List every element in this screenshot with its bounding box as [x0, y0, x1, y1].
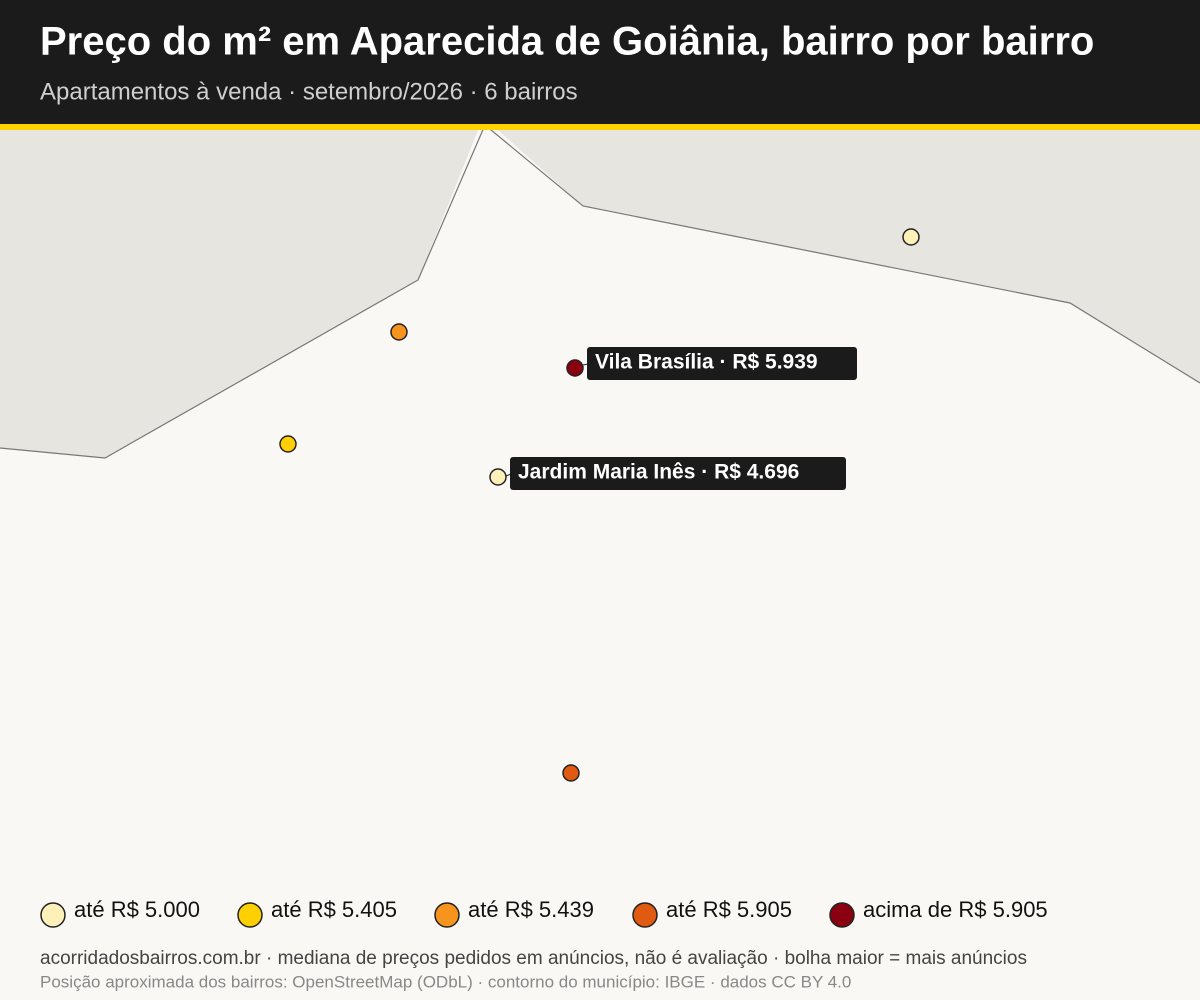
legend-swatch: [829, 902, 855, 928]
neighborhood-point: [562, 764, 580, 782]
legend: até R$ 5.000 até R$ 5.405 até R$ 5.439 até …: [40, 897, 1048, 928]
callout-label: Vila Brasília · R$ 5.939: [595, 351, 818, 374]
legend-swatch: [434, 902, 460, 928]
legend-label: até R$ 5.405: [271, 897, 397, 922]
callout-box: [587, 347, 857, 380]
neighborhood-point: [489, 468, 507, 486]
legend-label: até R$ 5.439: [468, 897, 594, 922]
legend-label: até R$ 5.905: [666, 897, 792, 922]
footer-note: acorridadosbairros.com.br · mediana de p…: [40, 948, 1027, 969]
footer-credits: Posição aproximada dos bairros: OpenStre…: [40, 972, 851, 991]
legend-swatch: [632, 902, 658, 928]
outside-area: [498, 130, 1200, 383]
outside-area: [0, 130, 478, 458]
neighborhood-point: [902, 228, 920, 246]
legend-swatch: [237, 902, 263, 928]
callout-box: [510, 457, 846, 490]
title: Preço do m² em Aparecida de Goiânia, bai…: [40, 20, 1094, 64]
subtitle: Apartamentos à venda · setembro/2026 · 6…: [40, 78, 578, 105]
callout-label: Jardim Maria Inês · R$ 4.696: [518, 461, 799, 484]
legend-label: acima de R$ 5.905: [863, 897, 1048, 922]
neighborhood-point: [390, 323, 408, 341]
neighborhood-point: [566, 359, 584, 377]
neighborhood-point: [279, 435, 297, 453]
legend-swatch: [40, 902, 66, 928]
header-accent: [0, 124, 1200, 130]
neighborhood-points: [279, 228, 920, 782]
legend-label: até R$ 5.000: [74, 897, 200, 922]
header-bar: [0, 0, 1200, 124]
